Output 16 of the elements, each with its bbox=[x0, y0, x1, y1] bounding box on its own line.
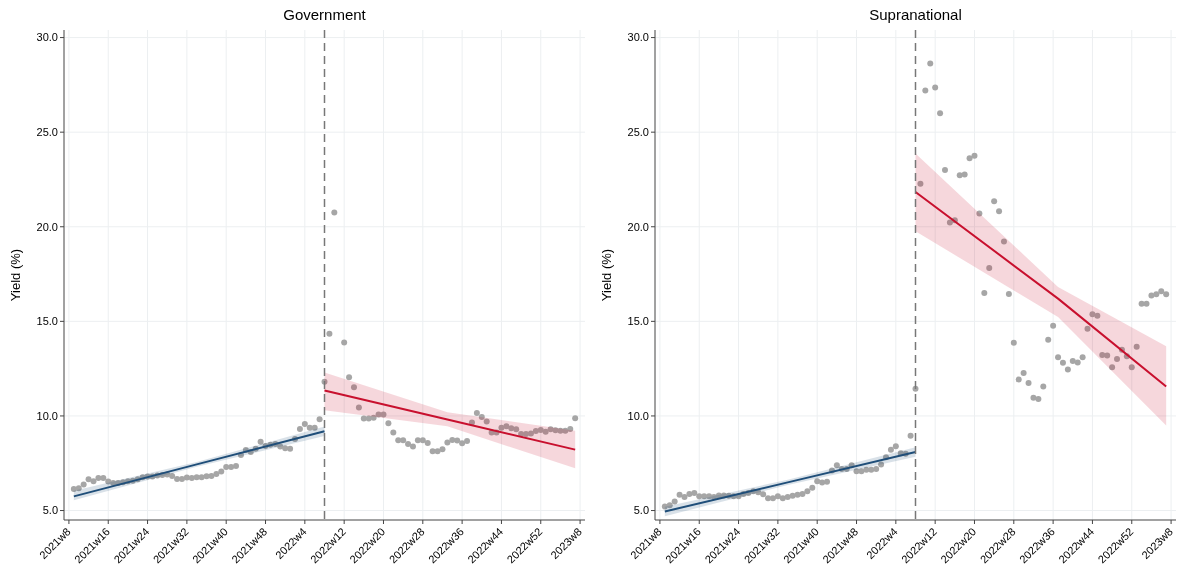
y-tick-label: 10.0 bbox=[627, 409, 649, 422]
y-tick-label: 15.0 bbox=[627, 315, 649, 328]
y-axis-title: Yield (%) bbox=[599, 248, 614, 302]
y-tick-label: 5.0 bbox=[42, 504, 58, 517]
y-tick-label: 20.0 bbox=[627, 220, 649, 233]
y-tick-label: 20.0 bbox=[36, 220, 58, 233]
y-tick-label: 30.0 bbox=[627, 31, 649, 44]
y-tick-label: 5.0 bbox=[633, 504, 649, 517]
y-tick-label: 10.0 bbox=[36, 409, 58, 422]
chart-title: Government bbox=[283, 6, 367, 23]
chart-title: Supranational bbox=[869, 6, 962, 23]
y-axis-title: Yield (%) bbox=[8, 248, 23, 302]
y-tick-label: 25.0 bbox=[627, 126, 649, 139]
y-tick-label: 25.0 bbox=[36, 126, 58, 139]
y-tick-label: 15.0 bbox=[36, 315, 58, 328]
y-tick-label: 30.0 bbox=[36, 31, 58, 44]
